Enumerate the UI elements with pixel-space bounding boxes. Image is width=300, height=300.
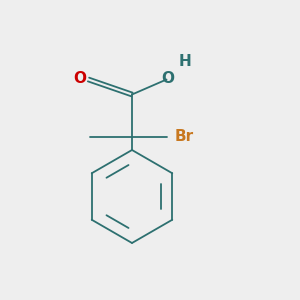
Text: O: O xyxy=(73,71,86,86)
Text: O: O xyxy=(161,71,174,86)
Text: Br: Br xyxy=(174,129,194,144)
Text: H: H xyxy=(178,54,191,69)
